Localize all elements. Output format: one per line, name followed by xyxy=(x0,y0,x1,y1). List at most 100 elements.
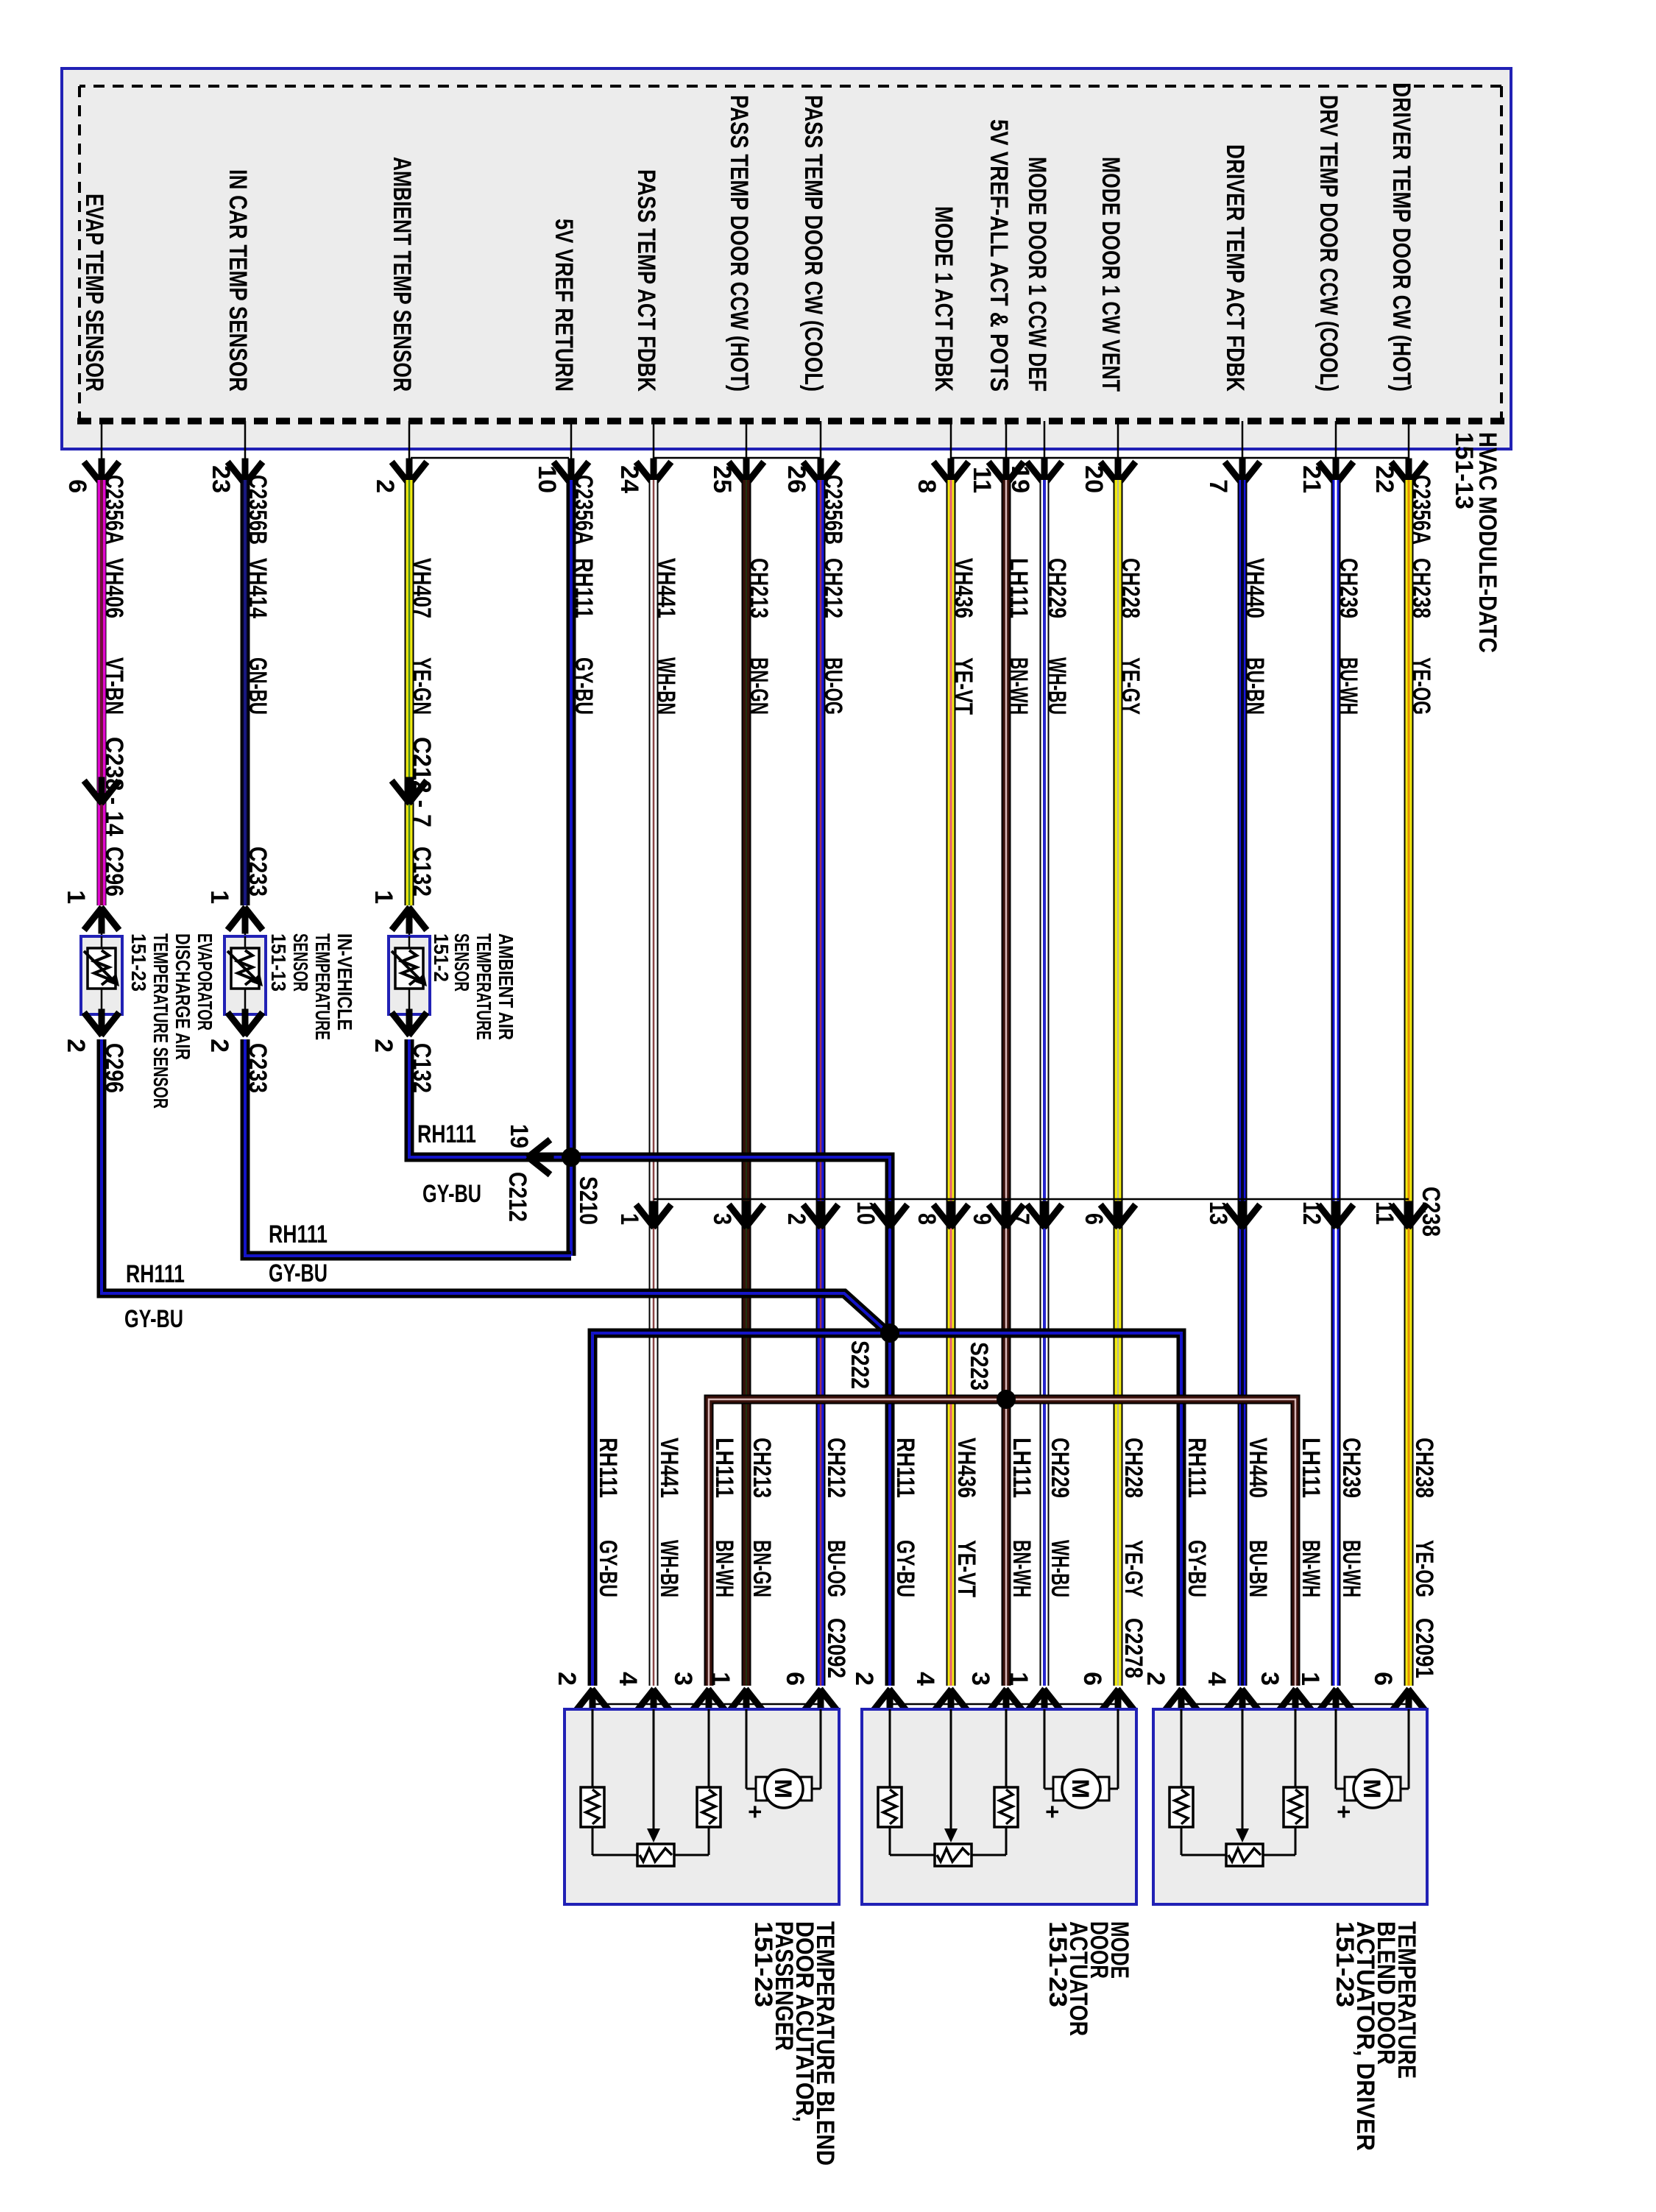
svg-text:DOOR: DOOR xyxy=(1085,1921,1113,1979)
svg-text:ACTUATOR: ACTUATOR xyxy=(1064,1921,1092,2036)
svg-text:WH-BU: WH-BU xyxy=(1046,1540,1074,1597)
svg-text:IN-VEHICLE: IN-VEHICLE xyxy=(333,933,356,1031)
svg-text:25: 25 xyxy=(708,465,736,493)
svg-text:BN-WH: BN-WH xyxy=(1008,1540,1036,1597)
svg-text:CH238: CH238 xyxy=(1410,1438,1438,1498)
svg-text:+: + xyxy=(742,1805,768,1819)
svg-text:YE-VT: YE-VT xyxy=(952,1540,980,1597)
svg-text:1: 1 xyxy=(205,890,233,904)
svg-text:RH111: RH111 xyxy=(1183,1438,1211,1498)
svg-text:26: 26 xyxy=(782,465,810,493)
svg-text:151-2: 151-2 xyxy=(430,933,453,982)
svg-text:3: 3 xyxy=(966,1672,994,1686)
svg-text:BN-WH: BN-WH xyxy=(710,1540,738,1597)
svg-text:1: 1 xyxy=(1296,1672,1324,1686)
svg-text:C132: C132 xyxy=(408,847,436,897)
svg-text:M: M xyxy=(1067,1779,1094,1799)
svg-text:C296: C296 xyxy=(100,847,128,897)
svg-text:C212 - 7: C212 - 7 xyxy=(408,737,436,827)
svg-text:CH228: CH228 xyxy=(1119,1438,1147,1498)
svg-text:23: 23 xyxy=(207,465,235,493)
svg-text:3: 3 xyxy=(669,1672,697,1686)
svg-text:C238 - 14: C238 - 14 xyxy=(100,737,128,836)
svg-text:+: + xyxy=(1331,1805,1357,1819)
svg-text:1: 1 xyxy=(1005,1672,1033,1686)
svg-text:S210: S210 xyxy=(574,1176,602,1225)
svg-text:GY-BU: GY-BU xyxy=(1183,1540,1211,1597)
svg-text:2: 2 xyxy=(782,1213,810,1225)
svg-text:LH111: LH111 xyxy=(1297,1438,1325,1498)
svg-text:8: 8 xyxy=(913,1213,941,1225)
svg-text:8: 8 xyxy=(913,479,941,493)
svg-text:5V VREF RETURN: 5V VREF RETURN xyxy=(550,219,578,392)
svg-text:M: M xyxy=(1359,1779,1385,1799)
svg-text:151-13: 151-13 xyxy=(267,933,290,992)
svg-text:C2092: C2092 xyxy=(822,1618,850,1678)
svg-text:VH441: VH441 xyxy=(655,1438,683,1498)
svg-text:LH111: LH111 xyxy=(1008,1438,1036,1498)
svg-text:6: 6 xyxy=(1078,1672,1106,1686)
svg-text:+: + xyxy=(1039,1805,1066,1819)
svg-text:EVAPORATOR: EVAPORATOR xyxy=(194,933,216,1031)
svg-text:PASS TEMP ACT FDBK: PASS TEMP ACT FDBK xyxy=(632,169,660,392)
svg-text:BU-BN: BU-BN xyxy=(1244,1540,1272,1597)
svg-text:RH111: RH111 xyxy=(417,1120,476,1148)
svg-text:151-23: 151-23 xyxy=(749,1921,777,2007)
svg-text:PASSENGER: PASSENGER xyxy=(770,1921,798,2051)
svg-text:S222: S222 xyxy=(846,1340,874,1389)
svg-text:TEMPERATURE BLEND: TEMPERATURE BLEND xyxy=(811,1921,839,2166)
svg-text:C212: C212 xyxy=(503,1172,531,1222)
svg-text:TEMPERATURE SENSOR: TEMPERATURE SENSOR xyxy=(149,933,172,1109)
svg-text:BN-GN: BN-GN xyxy=(748,1540,776,1597)
svg-text:4: 4 xyxy=(614,1672,642,1686)
svg-text:C2091: C2091 xyxy=(1410,1618,1438,1678)
svg-text:S223: S223 xyxy=(965,1342,993,1391)
svg-text:3: 3 xyxy=(1256,1672,1284,1686)
svg-text:22: 22 xyxy=(1370,465,1398,493)
svg-text:6: 6 xyxy=(63,479,91,493)
svg-text:20: 20 xyxy=(1080,465,1108,493)
svg-text:ACTUATOR, DRIVER: ACTUATOR, DRIVER xyxy=(1351,1921,1379,2151)
svg-text:12: 12 xyxy=(1298,1201,1326,1225)
svg-text:TEMPERATURE: TEMPERATURE xyxy=(473,933,495,1040)
svg-text:C2278: C2278 xyxy=(1119,1618,1147,1678)
svg-text:C238: C238 xyxy=(1417,1187,1445,1237)
svg-text:1: 1 xyxy=(615,1213,643,1225)
svg-text:GY-BU: GY-BU xyxy=(269,1259,328,1287)
svg-text:1: 1 xyxy=(369,890,397,904)
svg-text:GY-BU: GY-BU xyxy=(594,1540,622,1597)
svg-text:MODE: MODE xyxy=(1105,1921,1133,1979)
svg-text:YE-GY: YE-GY xyxy=(1119,1540,1147,1597)
svg-text:YE-OG: YE-OG xyxy=(1410,1540,1438,1597)
svg-text:TEMPERATURE: TEMPERATURE xyxy=(1393,1921,1420,2079)
svg-text:AMBIENT AIR: AMBIENT AIR xyxy=(495,933,517,1040)
svg-text:13: 13 xyxy=(1204,1201,1232,1225)
svg-text:151-23: 151-23 xyxy=(1044,1921,1072,2007)
svg-text:VH440: VH440 xyxy=(1244,1438,1272,1498)
svg-text:11: 11 xyxy=(1370,1201,1398,1225)
svg-text:151-23: 151-23 xyxy=(127,933,150,992)
svg-text:GY-BU: GY-BU xyxy=(422,1180,481,1208)
svg-text:9: 9 xyxy=(968,1213,996,1225)
svg-text:5V VREF-ALL ACT & POTS: 5V VREF-ALL ACT & POTS xyxy=(985,119,1013,392)
svg-text:151-23: 151-23 xyxy=(1331,1921,1359,2007)
svg-text:2: 2 xyxy=(205,1039,233,1053)
svg-text:RH111: RH111 xyxy=(891,1438,919,1498)
svg-text:CH229: CH229 xyxy=(1046,1438,1074,1498)
svg-text:19: 19 xyxy=(505,1124,533,1148)
svg-text:MODE DOOR 1 CW VENT: MODE DOOR 1 CW VENT xyxy=(1097,157,1125,392)
svg-text:3: 3 xyxy=(708,1213,736,1225)
svg-text:PASS TEMP DOOR CCW (HOT): PASS TEMP DOOR CCW (HOT) xyxy=(725,95,753,392)
svg-text:4: 4 xyxy=(1203,1672,1231,1686)
svg-text:11: 11 xyxy=(968,467,996,493)
svg-text:2: 2 xyxy=(369,1039,397,1053)
svg-text:BU-OG: BU-OG xyxy=(822,1540,850,1597)
svg-text:HVAC MODULE-DATC: HVAC MODULE-DATC xyxy=(1473,432,1501,653)
svg-text:BU-WH: BU-WH xyxy=(1337,1540,1365,1597)
svg-text:10: 10 xyxy=(852,1201,880,1225)
svg-text:RH111: RH111 xyxy=(269,1220,328,1248)
svg-text:M: M xyxy=(770,1779,796,1799)
svg-text:10: 10 xyxy=(533,465,561,493)
svg-text:LH111: LH111 xyxy=(710,1438,738,1498)
svg-text:MODE DOOR 1 CCW DEF: MODE DOOR 1 CCW DEF xyxy=(1023,157,1051,392)
